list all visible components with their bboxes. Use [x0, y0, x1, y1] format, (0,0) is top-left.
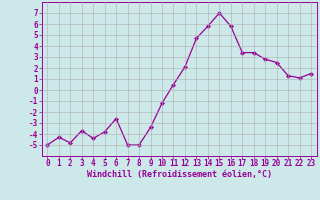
X-axis label: Windchill (Refroidissement éolien,°C): Windchill (Refroidissement éolien,°C) — [87, 170, 272, 179]
